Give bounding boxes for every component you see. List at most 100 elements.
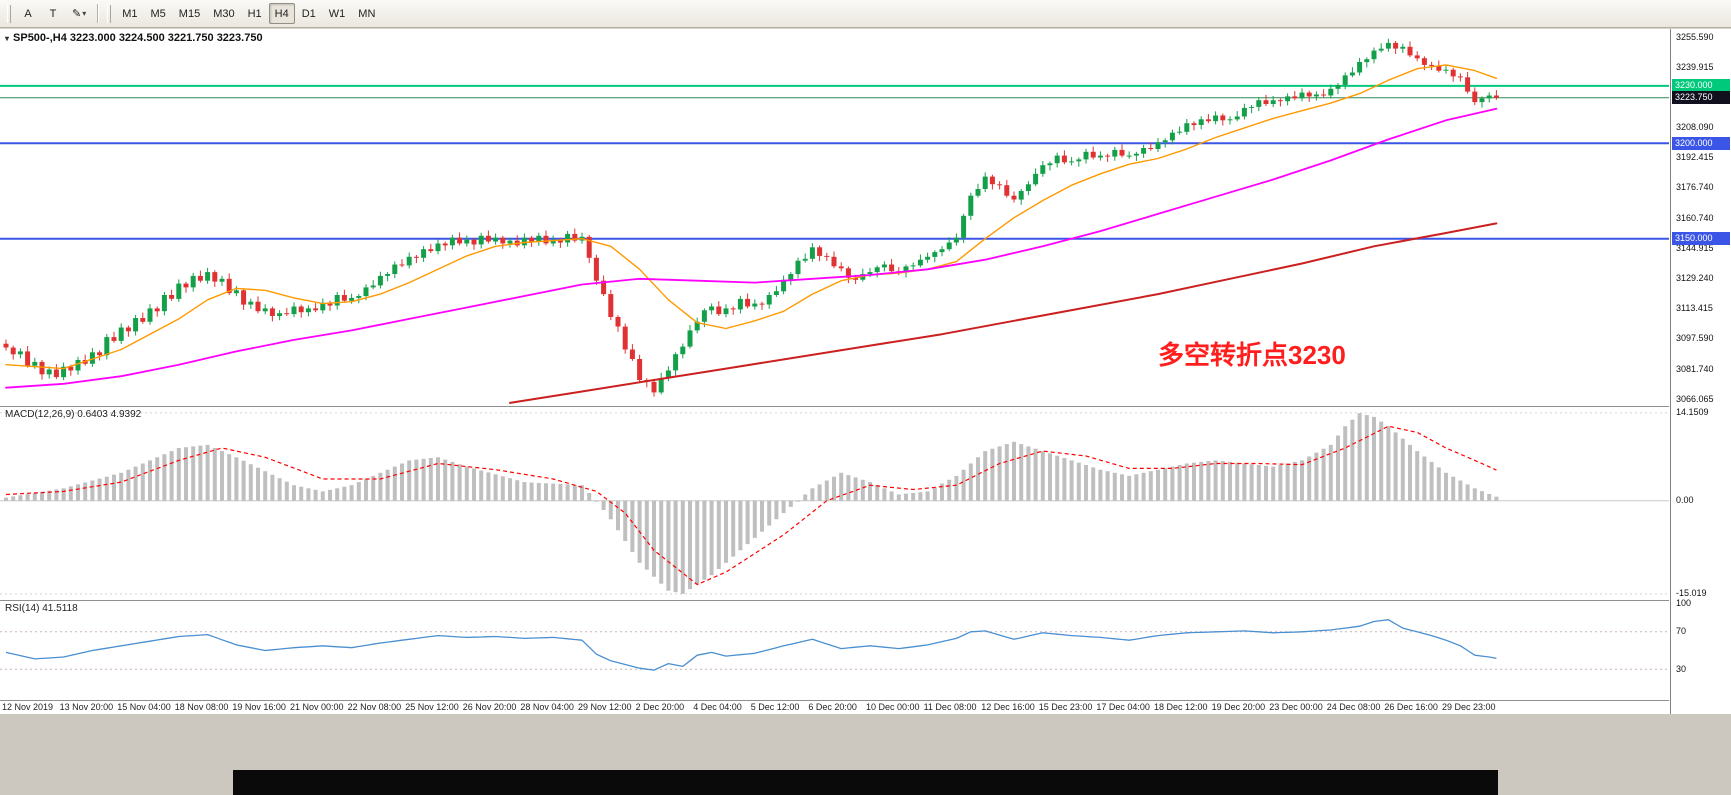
rsi-chart[interactable] <box>0 601 1669 700</box>
candle <box>615 317 621 327</box>
candle <box>917 259 923 266</box>
macd-tick: 0.00 <box>1676 495 1694 506</box>
candle <box>320 302 326 311</box>
candle <box>1097 155 1103 158</box>
label-tool-button[interactable]: T <box>41 3 65 24</box>
macd-signal-line <box>5 425 1497 586</box>
timeframe-button-mn[interactable]: MN <box>352 3 381 24</box>
timeframe-button-m15[interactable]: M15 <box>173 3 206 24</box>
timeframe-button-m30[interactable]: M30 <box>207 3 240 24</box>
price-badge-3230.000[interactable]: 3230.000 <box>1672 79 1730 93</box>
candle <box>1465 77 1471 92</box>
macd-label: MACD(12,26,9) 0.6403 4.9392 <box>5 409 142 420</box>
timeframe-button-m1[interactable]: M1 <box>116 3 143 24</box>
candle <box>565 233 571 243</box>
candle <box>392 264 398 274</box>
candle <box>1429 64 1435 66</box>
candle <box>752 303 758 307</box>
candle <box>313 308 319 311</box>
candle <box>637 359 643 380</box>
current-price-badge[interactable]: 3223.750 <box>1672 91 1730 105</box>
text-tool-button[interactable]: A <box>16 3 40 24</box>
candle <box>1191 123 1197 126</box>
candle <box>10 347 16 355</box>
draw-tool-button[interactable]: ✎ ▾ <box>66 3 92 24</box>
candle <box>1486 95 1492 99</box>
candle <box>118 327 124 341</box>
price-badge-3150.000[interactable]: 3150.000 <box>1672 232 1730 246</box>
candle <box>1148 148 1154 149</box>
ma-mid-line <box>5 107 1498 389</box>
price-badge-3200.000[interactable]: 3200.000 <box>1672 136 1730 150</box>
time-axis[interactable]: 12 Nov 2019 13 Nov 20:00 15 Nov 04:00 18 No… <box>0 700 1669 714</box>
toolbar-drag-handle[interactable] <box>107 4 112 23</box>
candle <box>1105 155 1111 157</box>
candle <box>1234 116 1240 120</box>
annotation-text[interactable]: 多空转折点3230 <box>1158 340 1346 370</box>
candlestick-chart[interactable] <box>0 29 1669 406</box>
time-label: 6 Dec 20:00 <box>808 702 857 712</box>
timeframe-button-m5[interactable]: M5 <box>145 3 172 24</box>
macd-tick: 14.1509 <box>1676 407 1709 418</box>
window-bottom-strip <box>0 714 1731 795</box>
candle <box>53 369 59 378</box>
timeframe-button-w1[interactable]: W1 <box>323 3 352 24</box>
candle <box>1371 50 1377 60</box>
candle <box>68 366 74 371</box>
macd-chart[interactable] <box>0 407 1669 600</box>
candle <box>601 280 607 295</box>
candle <box>399 264 405 266</box>
candle <box>838 266 844 269</box>
candle <box>1227 119 1233 121</box>
time-label: 11 Dec 08:00 <box>923 702 977 712</box>
candle <box>1450 69 1456 77</box>
candle <box>831 256 837 267</box>
candle <box>1025 184 1031 191</box>
candle <box>428 249 434 252</box>
timeframe-button-h4[interactable]: H4 <box>268 3 295 24</box>
candle <box>471 239 477 245</box>
candle <box>608 294 614 317</box>
time-label: 28 Nov 04:00 <box>520 702 574 712</box>
ma-slow-line <box>509 222 1498 404</box>
candle <box>305 308 311 313</box>
timeframe-button-h1[interactable]: H1 <box>242 3 268 24</box>
time-label: 26 Dec 16:00 <box>1384 702 1438 712</box>
time-label: 12 Nov 2019 <box>2 702 54 712</box>
candle <box>1378 48 1384 51</box>
candle <box>1126 155 1132 157</box>
rsi-tick: 100 <box>1676 598 1692 609</box>
candle <box>39 361 45 375</box>
candle <box>716 306 722 315</box>
candle <box>125 327 131 332</box>
toolbar-drag-handle[interactable] <box>7 4 11 23</box>
candle <box>788 274 794 280</box>
toolbar-separator <box>97 4 99 23</box>
candle <box>1407 46 1413 56</box>
candle <box>1184 123 1190 132</box>
taskbar[interactable] <box>233 770 1498 795</box>
candle <box>1256 100 1262 107</box>
candle <box>284 313 290 315</box>
candle <box>190 275 196 288</box>
candle <box>766 295 772 305</box>
candle <box>327 302 333 306</box>
candle <box>939 249 945 253</box>
time-label: 22 Nov 08:00 <box>347 702 402 712</box>
candle <box>946 242 952 250</box>
time-label: 21 Nov 00:00 <box>290 702 344 712</box>
candle <box>1069 161 1075 163</box>
price-axis[interactable]: 3255.590 3239.915 3208.090 3192.415 3176.740… <box>1670 29 1731 714</box>
candle <box>1169 132 1175 141</box>
time-label: 23 Dec 00:00 <box>1269 702 1323 712</box>
candle <box>298 306 304 313</box>
candle <box>507 240 513 244</box>
candle <box>795 260 801 275</box>
pencil-icon: ✎ <box>72 8 82 20</box>
chart-window: ▾ SP500-,H4 3223.000 3224.500 3221.750 3… <box>0 29 1731 714</box>
timeframe-button-d1[interactable]: D1 <box>296 3 322 24</box>
candle <box>349 297 355 301</box>
time-label: 26 Nov 20:00 <box>462 702 517 712</box>
candle <box>889 264 895 272</box>
